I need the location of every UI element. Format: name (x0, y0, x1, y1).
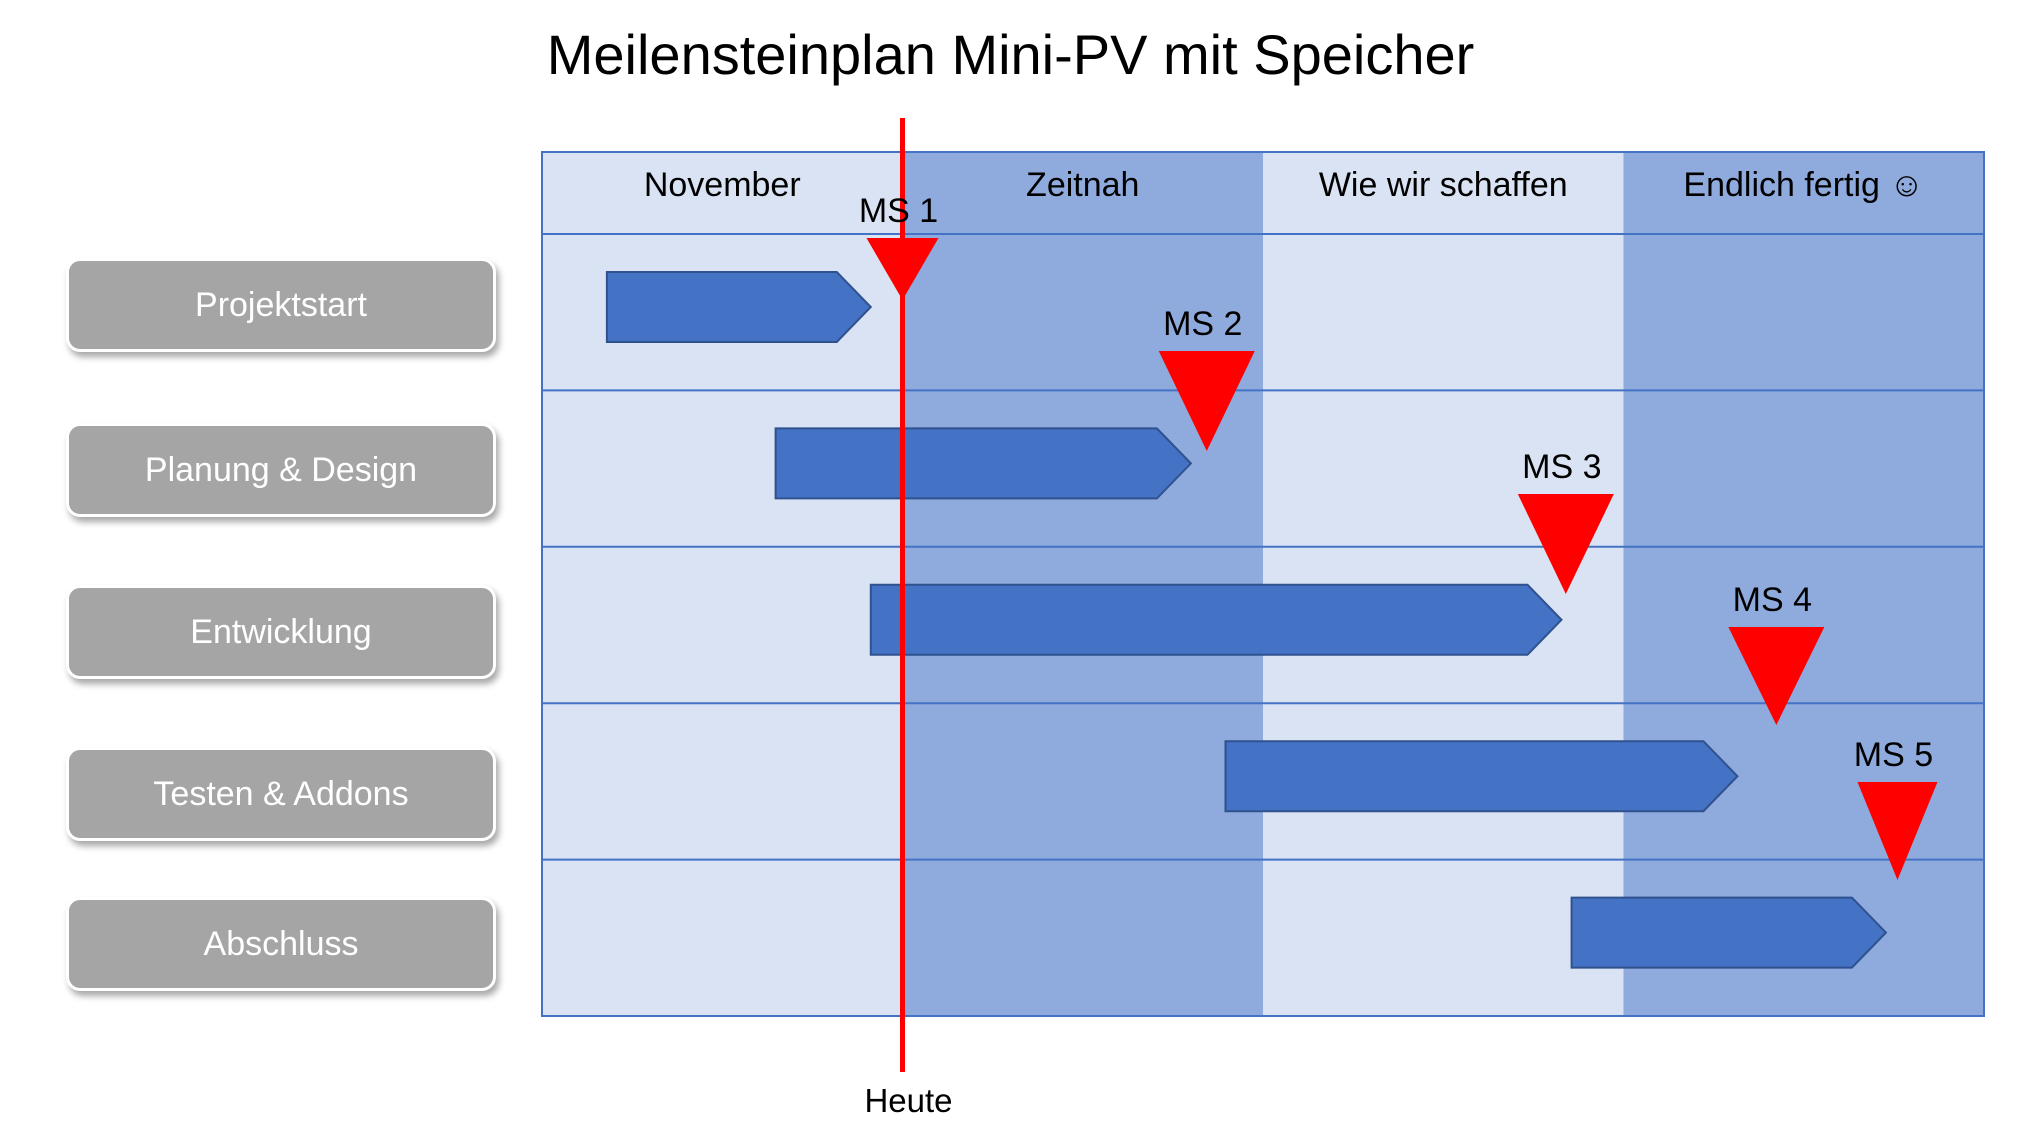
phase-bar (774, 427, 1193, 500)
row-label: Projektstart (66, 258, 496, 352)
phase-bar (869, 583, 1563, 656)
milestone-marker (1158, 351, 1255, 451)
phase-bar (605, 271, 873, 343)
column-bg (1623, 152, 1984, 1016)
phase-bars (605, 271, 1888, 969)
column-header: Zeitnah (1026, 166, 1139, 204)
today-label: Heute (864, 1082, 952, 1119)
milestone-marker (866, 238, 939, 300)
row-label: Entwicklung (66, 585, 496, 679)
milestone-label: MS 1 (859, 192, 938, 230)
column-header: November (644, 166, 801, 204)
milestone-marker (1857, 782, 1938, 880)
column-header: Wie wir schaffen (1319, 166, 1568, 204)
grid-lines (541, 151, 1985, 1017)
phase-bar (1224, 740, 1739, 813)
row-label: Abschluss (66, 897, 496, 991)
column-headers: November Zeitnah Wie wir schaffen Endlich f… (644, 166, 1924, 204)
milestone-marker (1728, 627, 1825, 725)
milestone-marker (1517, 494, 1614, 594)
phase-bar (1570, 896, 1888, 969)
column-header: Endlich fertig ☺ (1683, 166, 1924, 204)
row-label: Testen & Addons (66, 747, 496, 841)
milestone-label: MS 2 (1163, 305, 1242, 343)
grid-border (541, 151, 1985, 1017)
milestone-label: MS 3 (1522, 448, 1601, 486)
milestone-label: MS 4 (1733, 581, 1812, 619)
row-label: Planung & Design (66, 423, 496, 517)
milestone-label: MS 5 (1854, 736, 1933, 774)
milestones: MS 1 MS 2 MS 3 MS 4 MS 5 (859, 192, 1938, 880)
page-title: Meilensteinplan Mini-PV mit Speicher (546, 23, 1475, 86)
